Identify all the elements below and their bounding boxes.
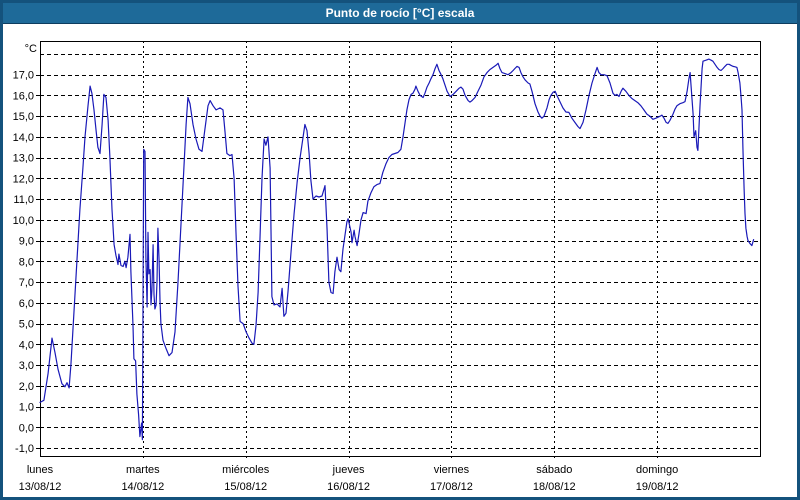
svg-text:8,0: 8,0 [19, 256, 34, 268]
y-axis-tick-marks [36, 75, 40, 449]
svg-text:1,0: 1,0 [19, 402, 34, 414]
svg-text:16,0: 16,0 [13, 90, 34, 102]
svg-text:11,0: 11,0 [13, 194, 34, 206]
svg-text:13/08/12: 13/08/12 [19, 481, 62, 493]
svg-text:martes: martes [126, 464, 160, 476]
svg-text:jueves: jueves [332, 464, 365, 476]
svg-text:16/08/12: 16/08/12 [327, 481, 370, 493]
x-axis-labels: lunes 13/08/12 martes 14/08/12 miércoles 15/0… [19, 464, 679, 493]
svg-text:17/08/12: 17/08/12 [430, 481, 473, 493]
svg-text:19/08/12: 19/08/12 [636, 481, 679, 493]
svg-text:-1,0: -1,0 [15, 443, 34, 455]
svg-text:5,0: 5,0 [19, 319, 34, 331]
svg-text:viernes: viernes [434, 464, 470, 476]
svg-text:14/08/12: 14/08/12 [121, 481, 164, 493]
svg-text:domingo: domingo [636, 464, 678, 476]
svg-text:13,0: 13,0 [13, 153, 34, 165]
svg-text:lunes: lunes [27, 464, 54, 476]
svg-text:17,0: 17,0 [13, 70, 34, 82]
vertical-day-gridlines [143, 41, 658, 461]
dew-point-series-line [39, 58, 755, 441]
chart-title-bar: Punto de rocío [°C] escala [3, 3, 797, 24]
svg-text:7,0: 7,0 [19, 277, 34, 289]
svg-text:sábado: sábado [536, 464, 572, 476]
svg-text:9,0: 9,0 [19, 236, 34, 248]
svg-text:18/08/12: 18/08/12 [533, 481, 576, 493]
svg-text:14,0: 14,0 [13, 132, 34, 144]
plot-border [40, 41, 761, 457]
svg-text:miércoles: miércoles [222, 464, 270, 476]
svg-text:12,0: 12,0 [13, 173, 34, 185]
dew-point-chart-svg: °C 17,0 16,0 15,0 14,0 13,0 12,0 11,0 10,0 9,0 8,0… [13, 41, 761, 493]
svg-text:10,0: 10,0 [13, 215, 34, 227]
chart-title: Punto de rocío [°C] escala [325, 6, 475, 20]
y-axis-labels: °C 17,0 16,0 15,0 14,0 13,0 12,0 11,0 10,0 9,0 8,0… [13, 43, 37, 455]
svg-text:0,0: 0,0 [19, 422, 34, 434]
svg-text:6,0: 6,0 [19, 298, 34, 310]
y-axis-unit-label: °C [25, 43, 37, 55]
svg-text:4,0: 4,0 [19, 339, 34, 351]
svg-text:2,0: 2,0 [19, 381, 34, 393]
svg-text:15,0: 15,0 [13, 111, 34, 123]
svg-text:15/08/12: 15/08/12 [224, 481, 267, 493]
svg-text:3,0: 3,0 [19, 360, 34, 372]
